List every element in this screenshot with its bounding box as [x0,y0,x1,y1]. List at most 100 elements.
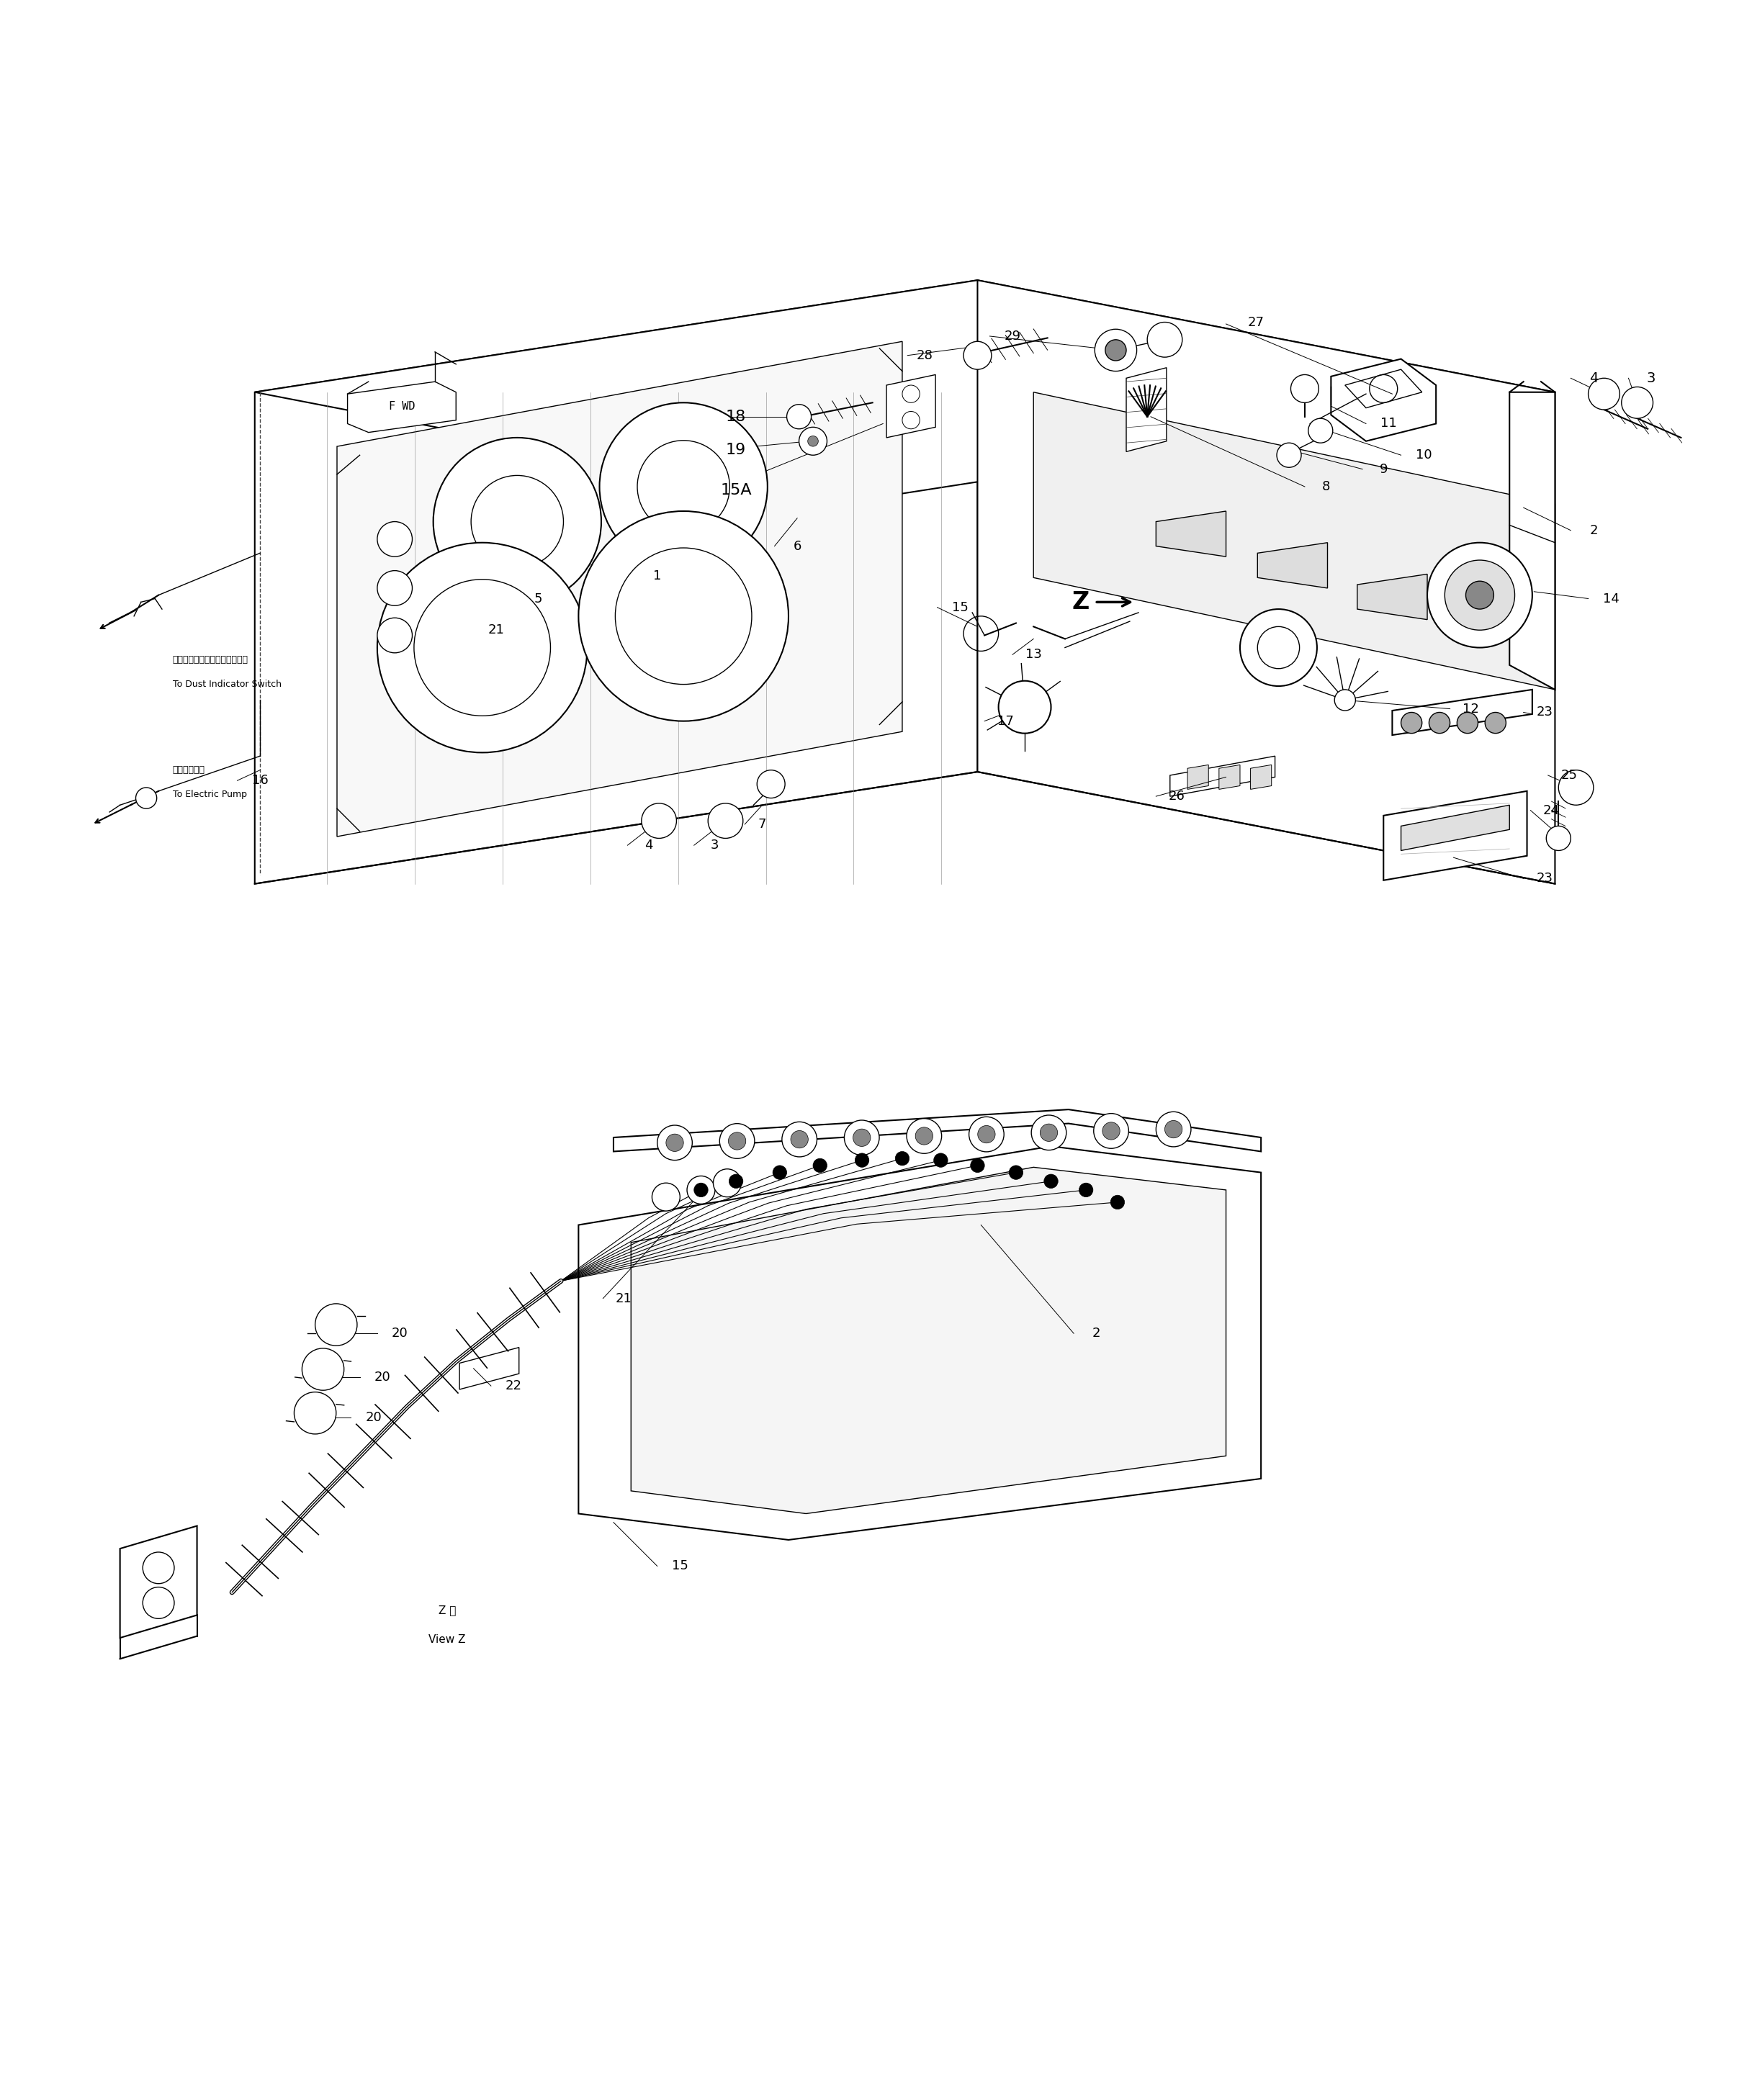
Text: 5: 5 [534,592,543,605]
Circle shape [1111,1195,1125,1210]
Circle shape [1102,1121,1120,1140]
Circle shape [1335,689,1356,710]
Text: To Dust Indicator Switch: To Dust Indicator Switch [172,680,282,689]
Circle shape [799,426,827,456]
Text: 3: 3 [711,838,718,853]
Circle shape [787,405,811,428]
Polygon shape [119,1527,196,1638]
Text: 21: 21 [615,1292,632,1304]
Polygon shape [347,382,456,433]
Polygon shape [1156,510,1226,557]
Polygon shape [578,1147,1261,1539]
Polygon shape [978,279,1556,884]
Text: 28: 28 [916,349,934,361]
Polygon shape [1358,573,1428,619]
Circle shape [969,1117,1004,1151]
Text: 16: 16 [252,775,268,788]
Text: 26: 26 [1169,790,1186,802]
Polygon shape [1402,804,1510,850]
Circle shape [294,1392,336,1434]
Circle shape [757,771,785,798]
Circle shape [1044,1174,1058,1189]
Text: 10: 10 [1416,449,1431,462]
Text: 7: 7 [759,817,766,832]
Text: 2: 2 [1091,1327,1100,1340]
Polygon shape [1251,764,1272,790]
Circle shape [915,1128,932,1144]
Circle shape [1148,321,1183,357]
Circle shape [1458,712,1479,733]
Polygon shape [887,374,936,437]
Circle shape [855,1153,869,1168]
Text: 2: 2 [1589,523,1598,538]
Polygon shape [254,279,1556,504]
Polygon shape [1219,764,1240,790]
Circle shape [999,680,1051,733]
Text: 20: 20 [366,1411,382,1424]
Text: 17: 17 [997,714,1014,727]
Circle shape [599,403,767,571]
Circle shape [694,1182,708,1197]
Circle shape [1402,712,1423,733]
Circle shape [301,1348,343,1390]
Circle shape [971,1159,985,1172]
Text: Z 視: Z 視 [438,1604,456,1615]
Text: 12: 12 [1463,701,1479,716]
Circle shape [377,617,412,653]
Text: 19: 19 [725,443,746,458]
Circle shape [315,1304,357,1346]
Circle shape [853,1130,871,1147]
Circle shape [1240,609,1318,687]
Text: 23: 23 [1537,706,1552,718]
Text: 13: 13 [1025,649,1042,662]
Circle shape [377,542,587,752]
Text: 15: 15 [671,1560,689,1573]
Circle shape [813,1159,827,1172]
Circle shape [895,1151,909,1166]
Circle shape [135,788,156,809]
Circle shape [687,1176,715,1203]
Polygon shape [1258,542,1328,588]
Circle shape [377,521,412,556]
Circle shape [1156,1111,1191,1147]
Polygon shape [1510,393,1556,689]
Circle shape [729,1132,746,1151]
Text: 22: 22 [506,1380,522,1392]
Circle shape [902,412,920,428]
Circle shape [578,510,788,720]
Text: 20: 20 [375,1371,391,1384]
Circle shape [1032,1115,1067,1151]
Text: F WD: F WD [389,401,415,412]
Text: 6: 6 [794,540,801,552]
Text: 23: 23 [1537,871,1552,884]
Circle shape [978,1126,995,1142]
Circle shape [1309,418,1333,443]
Circle shape [1486,712,1507,733]
Circle shape [1589,378,1621,409]
Text: 4: 4 [645,838,653,853]
Circle shape [713,1170,741,1197]
Polygon shape [1393,689,1533,735]
Circle shape [433,437,601,605]
Circle shape [641,804,676,838]
Circle shape [1041,1124,1058,1142]
Text: View Z: View Z [429,1634,466,1644]
Circle shape [1430,712,1451,733]
Text: 1: 1 [653,569,661,582]
Polygon shape [1332,359,1437,441]
Text: Z: Z [1072,590,1090,613]
Circle shape [657,1126,692,1159]
Polygon shape [1034,393,1556,689]
Circle shape [1428,542,1533,647]
Text: 9: 9 [1379,462,1388,475]
Text: 14: 14 [1603,592,1619,605]
Circle shape [666,1134,683,1151]
Circle shape [142,1588,173,1619]
Text: 15: 15 [951,601,969,613]
Text: 18: 18 [725,410,746,424]
Text: To Electric Pump: To Electric Pump [172,790,247,800]
Polygon shape [1127,368,1167,452]
Text: 21: 21 [489,624,505,636]
Circle shape [964,342,992,370]
Circle shape [1547,825,1572,851]
